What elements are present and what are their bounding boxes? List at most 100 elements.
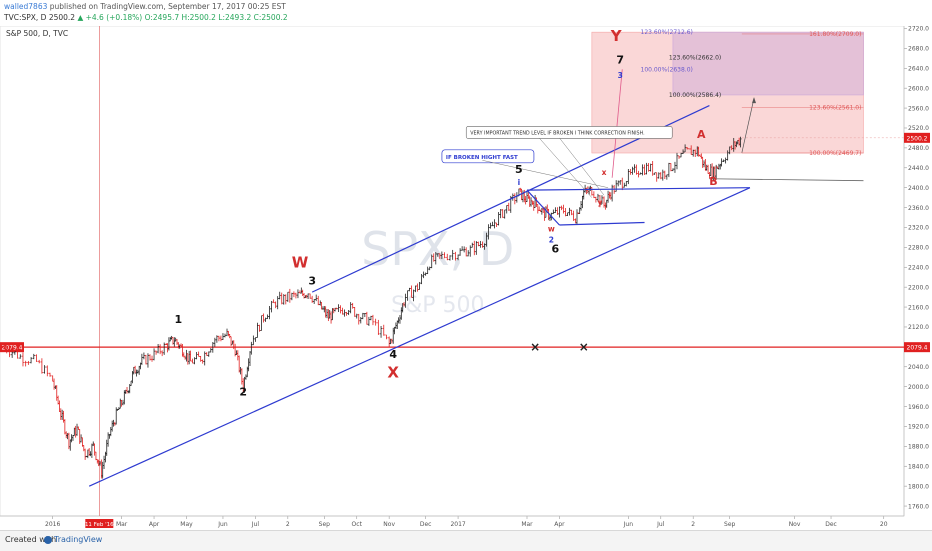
chart-title: S&P 500, D, TVC [6, 29, 68, 38]
annotation-pointer [482, 160, 609, 188]
y-tick-label: 2480.0 [908, 145, 929, 152]
annotation-text: IF BROKEN HIGHT FAST [446, 155, 518, 161]
x-tick-label: Dec [825, 521, 837, 528]
publish-header: walled7863 published on TradingView.com,… [0, 0, 932, 26]
projection-arrow [611, 69, 623, 178]
y-tick-label: 2720.0 [908, 26, 929, 33]
y-tick-label: 1840.0 [908, 463, 929, 470]
level-box-left [0, 342, 24, 353]
wave-label: W [292, 253, 309, 271]
x-tick-label: 2016 [45, 521, 60, 528]
x-tick-label: 2017 [450, 521, 465, 528]
cross-mark: × [579, 340, 589, 354]
x-tick-label: Dec [420, 521, 432, 528]
arrow-head [752, 97, 757, 104]
minor-wave-label: x [602, 168, 607, 177]
price-change: ▲ +4.6 (+0.18%) [77, 13, 143, 22]
wave-label: Y [610, 27, 623, 45]
y-tick-label: 2040.0 [908, 364, 929, 371]
x-tick-label: Mar [521, 521, 533, 528]
channel-line [526, 187, 750, 191]
y-tick-label: 1760.0 [908, 503, 929, 510]
x-tick-label: Apr [554, 521, 565, 528]
y-tick-label: 2560.0 [908, 105, 929, 112]
fib-label: 161.80%(2709.0) [809, 31, 861, 38]
y-tick-label: 2400.0 [908, 185, 929, 192]
publish-info: walled7863 published on TradingView.com,… [4, 2, 286, 11]
target-zone [672, 31, 864, 96]
level-box-right [904, 342, 930, 353]
x-tick-label: Sep [724, 521, 736, 528]
y-tick-label: 2000.0 [908, 384, 929, 391]
trend-level-line [709, 178, 864, 182]
minor-wave-label: i [518, 178, 521, 187]
created-with-text: Created with [5, 535, 57, 544]
x-tick-label: 2 [286, 521, 290, 528]
fib-label: 123.60%(2662.0) [669, 54, 721, 61]
wave-label: 2 [239, 386, 247, 399]
wave-label: X [387, 364, 399, 382]
current-price-box [904, 132, 930, 143]
level-label-right: 2079.4 [907, 345, 928, 352]
y-tick-label: 1960.0 [908, 404, 929, 411]
annotation-box [465, 126, 673, 139]
wave-label: 1 [175, 313, 183, 326]
x-tick-label: Jun [217, 521, 228, 528]
projection-arrow [741, 98, 755, 153]
y-tick-label: 2600.0 [908, 85, 929, 92]
channel-line [526, 189, 560, 226]
wave-label: 3 [308, 275, 316, 288]
level-label-left: 2079.4 [2, 345, 23, 352]
y-tick-label: 2680.0 [908, 46, 929, 53]
ohlc-values: O:2495.7 H:2500.2 L:2493.2 C:2500.2 [144, 13, 288, 22]
minor-wave-label: 3 [618, 71, 623, 80]
chart-area[interactable]: SPX, D S&P 500 S&P 500, D, TVC 2720.0 2680.0… [0, 25, 932, 530]
y-tick-label: 2520.0 [908, 125, 929, 132]
y-tick-label: 1920.0 [908, 424, 929, 431]
watermark-symbol: SPX, D [361, 222, 514, 276]
wave-label: 4 [389, 348, 397, 361]
annotation-text: VERY IMPORTANT TREND LEVEL IF BROKEN I T… [470, 130, 644, 136]
wave-label: 6 [552, 242, 560, 255]
tradingview-logo-icon [44, 536, 52, 544]
x-tick-label: Sep [319, 521, 331, 528]
x-tick-label: Nov [383, 521, 395, 528]
channel-line [559, 221, 645, 226]
minor-wave-label: w [548, 224, 555, 233]
y-tick-label: 2320.0 [908, 225, 929, 232]
annotation-box [441, 149, 535, 164]
fib-label: 123.60%(2561.0) [809, 105, 861, 112]
x-tick-label: 2 [691, 521, 695, 528]
y-tick-label: 2200.0 [908, 284, 929, 291]
y-tick-label: 2440.0 [908, 165, 929, 172]
wave-label: 5 [515, 163, 523, 176]
footer: Created with TradingView [0, 530, 932, 551]
wave-label: A [697, 128, 706, 141]
x-tick-label: 20 [880, 521, 888, 528]
y-tick-label: 2360.0 [908, 205, 929, 212]
wave-label: 7 [616, 53, 624, 66]
x-tick-label: Mar [116, 521, 128, 528]
y-tick-label: 2280.0 [908, 245, 929, 252]
price-bars [2, 136, 742, 479]
wave-label: B [709, 175, 717, 188]
y-tick-label: 2240.0 [908, 264, 929, 271]
y-tick-label: 2640.0 [908, 65, 929, 72]
channel-line [88, 187, 751, 487]
tradingview-brand[interactable]: TradingView [54, 535, 103, 544]
annotation-pointer [559, 137, 605, 196]
x-tick-label: May [180, 521, 193, 528]
cursor-date-box [85, 519, 114, 528]
author-name[interactable]: walled7863 [4, 2, 48, 11]
fib-label: 123.60%(2712.6) [641, 29, 693, 36]
y-tick-label: 1800.0 [908, 483, 929, 490]
fib-label: 100.00%(2638.0) [641, 66, 693, 73]
cursor-date-label: 11 Feb '16 [85, 522, 114, 528]
x-tick-label: Jul [251, 521, 260, 528]
cross-mark: × [530, 340, 540, 354]
published-text: published on TradingView.com, September … [49, 2, 286, 11]
x-tick-label: Oct [352, 521, 363, 528]
x-tick-label: Jun [623, 521, 634, 528]
minor-wave-label: 2 [549, 235, 554, 244]
